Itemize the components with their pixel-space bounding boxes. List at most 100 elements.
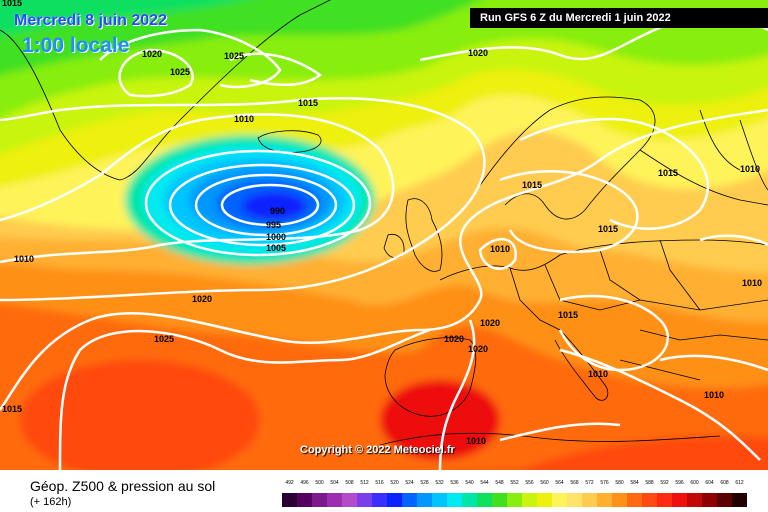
isobar-label: 1010 [234, 114, 254, 124]
isobar-label: 1015 [2, 404, 22, 414]
legend-value: 596 [675, 480, 684, 486]
legend-value: 520 [390, 480, 399, 486]
isobar-label: 1010 [588, 369, 608, 379]
legend-swatch [717, 493, 732, 507]
isobar-label: 1025 [154, 334, 174, 344]
isobar-label: 1020 [192, 294, 212, 304]
legend-swatch [417, 493, 432, 507]
legend-swatch [327, 493, 342, 507]
isobar-label: 995 [266, 220, 281, 230]
legend-value: 492 [285, 480, 294, 486]
isobar-label: 1010 [490, 244, 510, 254]
legend-swatch [402, 493, 417, 507]
isobar-label: 1010 [704, 390, 724, 400]
legend-swatch [657, 493, 672, 507]
legend-value: 504 [330, 480, 339, 486]
legend-value: 600 [690, 480, 699, 486]
legend-swatch [432, 493, 447, 507]
legend-value: 564 [555, 480, 564, 486]
legend-value: 556 [525, 480, 534, 486]
isobar-labels: 1015 1020 1025 1025 1010 1015 1020 990 9… [2, 0, 762, 446]
legend-swatch [462, 493, 477, 507]
isobar-label: 1005 [266, 243, 286, 253]
legend-swatch [672, 493, 687, 507]
legend-value: 580 [615, 480, 624, 486]
isobar-label: 1010 [14, 254, 34, 264]
legend-swatch [642, 493, 657, 507]
legend-swatch [282, 493, 297, 507]
legend-swatch [552, 493, 567, 507]
legend-value: 540 [465, 480, 474, 486]
map-canvas: 1015 1020 1025 1025 1010 1015 1020 990 9… [0, 0, 768, 470]
legend-swatch [447, 493, 462, 507]
legend-swatch [687, 493, 702, 507]
legend-value: 608 [720, 480, 729, 486]
parameter-title: Géop. Z500 & pression au sol [30, 478, 216, 494]
model-run-label: Run GFS 6 Z du Mercredi 1 juin 2022 [470, 8, 768, 28]
isobar-label: 990 [270, 206, 285, 216]
legend-value: 604 [705, 480, 714, 486]
legend-swatch [357, 493, 372, 507]
legend-value: 548 [495, 480, 504, 486]
weather-map: 1015 1020 1025 1025 1010 1015 1020 990 9… [0, 0, 768, 470]
legend-value: 512 [360, 480, 369, 486]
legend-swatch [702, 493, 717, 507]
legend-value: 532 [435, 480, 444, 486]
isobar-label: 1000 [266, 232, 286, 242]
isobar-label: 1020 [142, 49, 162, 59]
isobar-label: 1020 [468, 48, 488, 58]
legend-value: 572 [585, 480, 594, 486]
color-legend: 492 496 500 504 508 512 516 520 524 528 532 536 540 5… [282, 480, 752, 510]
isobar-label: 1015 [522, 180, 542, 190]
copyright-notice: Copyright © 2022 Meteociel.fr [300, 444, 455, 456]
legend-value: 528 [420, 480, 429, 486]
isobar-label: 1010 [466, 436, 486, 446]
legend-swatch [387, 493, 402, 507]
legend-swatch [297, 493, 312, 507]
isobar-label: 1015 [298, 98, 318, 108]
legend-value: 560 [540, 480, 549, 486]
legend-swatch [342, 493, 357, 507]
isobar-label: 1015 [2, 0, 22, 8]
legend-value: 496 [300, 480, 309, 486]
isobar-label: 1020 [444, 334, 464, 344]
legend-value: 576 [600, 480, 609, 486]
legend-value: 592 [660, 480, 669, 486]
legend-value: 500 [315, 480, 324, 486]
geopotential-field [0, 0, 768, 470]
legend-swatch [627, 493, 642, 507]
isobar-label: 1020 [480, 318, 500, 328]
legend-swatch [372, 493, 387, 507]
legend-swatch [612, 493, 627, 507]
legend-swatch [732, 493, 747, 507]
isobar-label: 1020 [468, 344, 488, 354]
isobar-label: 1025 [224, 51, 244, 61]
legend-swatch [522, 493, 537, 507]
legend-swatch [477, 493, 492, 507]
legend-swatch [492, 493, 507, 507]
map-footer: Géop. Z500 & pression au sol (+ 162h) 49… [0, 470, 768, 512]
legend-value: 536 [450, 480, 459, 486]
isobar-label: 1010 [740, 164, 760, 174]
isobar-label: 1015 [558, 310, 578, 320]
lead-time: (+ 162h) [30, 496, 72, 508]
isobar-label: 1015 [658, 168, 678, 178]
legend-swatch [312, 493, 327, 507]
forecast-local-time: 1:00 locale [22, 34, 130, 57]
isobar-label: 1015 [598, 224, 618, 234]
legend-swatch [567, 493, 582, 507]
isobar-label: 1010 [742, 278, 762, 288]
legend-value: 552 [510, 480, 519, 486]
legend-value: 612 [735, 480, 744, 486]
legend-value: 544 [480, 480, 489, 486]
forecast-date: Mercredi 8 juin 2022 [14, 12, 167, 29]
legend-value: 508 [345, 480, 354, 486]
legend-swatch [582, 493, 597, 507]
legend-value: 524 [405, 480, 414, 486]
legend-swatch [537, 493, 552, 507]
isobar-label: 1025 [170, 67, 190, 77]
legend-value: 588 [645, 480, 654, 486]
legend-swatch [597, 493, 612, 507]
legend-swatch [507, 493, 522, 507]
legend-value: 516 [375, 480, 384, 486]
